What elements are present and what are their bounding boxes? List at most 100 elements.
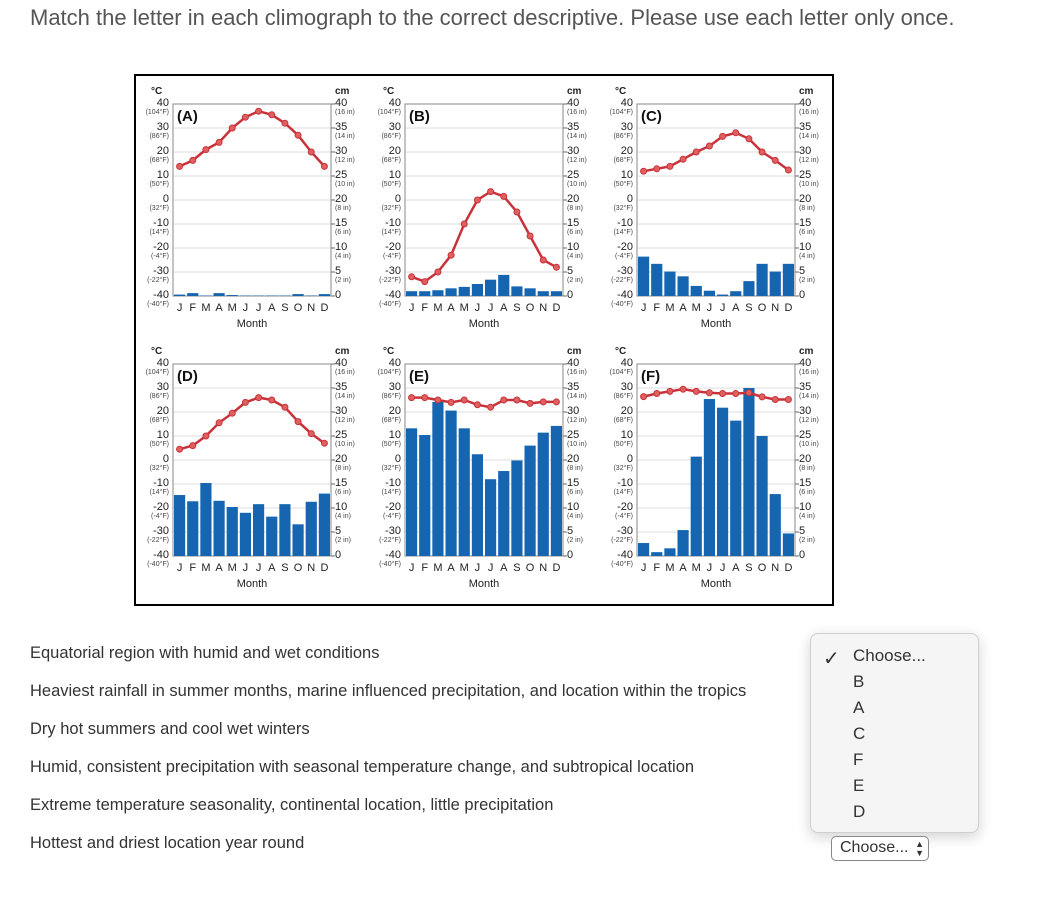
precip-bar	[226, 507, 238, 556]
right-axis-unit: cm	[335, 346, 350, 357]
month-tick-label: A	[500, 562, 508, 574]
left-tick-sublabel: (-4°F)	[615, 252, 633, 260]
temperature-point	[679, 385, 687, 393]
precip-bar	[537, 291, 549, 296]
precip-bar	[511, 460, 523, 556]
left-tick-sublabel: (86°F)	[149, 132, 169, 140]
temperature-point	[784, 166, 792, 174]
option-f[interactable]: F	[853, 750, 864, 769]
option-b[interactable]: B	[853, 672, 865, 691]
right-tick-sublabel: (14 in)	[567, 133, 587, 140]
month-tick-label: S	[513, 302, 520, 314]
right-tick-label: 5	[799, 265, 805, 277]
right-tick-sublabel: (14 in)	[335, 133, 355, 140]
right-tick-label: 10	[335, 241, 347, 253]
climograph-panel: °C cm40(104°F)30(86°F)20(68°F)10(50°F)0(3…	[146, 346, 355, 590]
plot-frame	[404, 363, 564, 557]
precip-bar	[717, 294, 729, 296]
left-tick-sublabel: (-22°F)	[379, 536, 401, 544]
month-tick-label: A	[215, 562, 223, 574]
temperature-point	[539, 398, 547, 406]
right-tick-label: 25	[335, 429, 347, 441]
x-axis-label: Month	[701, 578, 732, 590]
month-tick-label: N	[307, 302, 315, 314]
right-tick-sublabel: (16 in)	[799, 369, 819, 376]
option-choose[interactable]: Choose...	[853, 646, 926, 665]
right-tick-sublabel: (14 in)	[799, 393, 819, 400]
temperature-point	[666, 387, 674, 395]
left-tick-label: 40	[621, 97, 633, 109]
right-tick-sublabel: (4 in)	[567, 513, 583, 520]
month-tick-label: M	[433, 302, 442, 314]
month-tick-label: N	[539, 562, 547, 574]
right-tick-sublabel: (6 in)	[799, 229, 815, 236]
precip-bar	[664, 548, 676, 556]
right-tick-sublabel: (8 in)	[799, 465, 815, 472]
left-tick-sublabel: (68°F)	[149, 416, 169, 424]
dropdown-menu: ✓ Choose... B A C F E D	[810, 633, 979, 833]
question-5: Extreme temperature seasonality, contine…	[30, 796, 554, 814]
precip-bar	[485, 479, 497, 556]
temperature-point	[732, 390, 740, 398]
right-tick-label: 20	[799, 453, 811, 465]
left-tick-sublabel: (32°F)	[381, 464, 401, 472]
precip-bar	[305, 501, 317, 556]
right-tick-label: 40	[799, 97, 811, 109]
left-tick-sublabel: (-22°F)	[379, 276, 401, 284]
right-tick-label: 5	[335, 525, 341, 537]
right-tick-sublabel: (8 in)	[567, 205, 583, 212]
temperature-point	[268, 111, 276, 119]
left-tick-sublabel: (-4°F)	[383, 512, 401, 520]
month-tick-label: J	[243, 562, 249, 574]
month-tick-label: O	[526, 562, 535, 574]
right-tick-label: 25	[567, 169, 579, 181]
right-tick-sublabel: (14 in)	[567, 393, 587, 400]
left-tick-sublabel: (50°F)	[381, 440, 401, 448]
option-e[interactable]: E	[853, 776, 865, 795]
month-tick-label: O	[758, 562, 767, 574]
temperature-point	[447, 251, 455, 259]
right-axis-unit: cm	[567, 346, 582, 357]
precip-bar	[743, 281, 755, 296]
right-tick-label: 35	[799, 381, 811, 393]
left-axis-unit: °C	[383, 346, 394, 357]
right-tick-sublabel: (12 in)	[335, 157, 355, 164]
right-tick-label: 20	[567, 193, 579, 205]
left-tick-sublabel: (-22°F)	[147, 276, 169, 284]
right-tick-label: 35	[567, 121, 579, 133]
temperature-point	[487, 188, 495, 196]
left-tick-sublabel: (104°F)	[146, 368, 169, 376]
month-tick-label: J	[256, 302, 262, 314]
question-3: Dry hot summers and cool wet winters	[30, 720, 310, 738]
precip-bar	[318, 493, 330, 556]
left-tick-sublabel: (-4°F)	[151, 512, 169, 520]
temperature-point	[189, 156, 197, 164]
right-tick-label: 10	[567, 501, 579, 513]
month-tick-label: A	[268, 562, 276, 574]
month-tick-label: D	[784, 562, 792, 574]
left-tick-sublabel: (50°F)	[149, 180, 169, 188]
right-tick-sublabel: (6 in)	[567, 229, 583, 236]
temperature-point	[320, 162, 328, 170]
climograph-panel: °C cm40(104°F)30(86°F)20(68°F)10(50°F)0(3…	[378, 86, 587, 330]
answer-select[interactable]: Choose... ▲ ▼	[831, 836, 929, 861]
right-tick-label: 5	[335, 265, 341, 277]
temperature-point	[460, 396, 468, 404]
left-tick-sublabel: (68°F)	[149, 156, 169, 164]
left-tick-label: 0	[395, 193, 401, 205]
month-tick-label: A	[679, 302, 687, 314]
right-tick-label: 15	[335, 217, 347, 229]
precip-bar	[318, 294, 330, 296]
option-d[interactable]: D	[853, 802, 866, 821]
left-tick-sublabel: (32°F)	[613, 464, 633, 472]
temperature-point	[255, 107, 263, 115]
left-tick-label: 20	[621, 405, 633, 417]
temperature-point	[758, 393, 766, 401]
precip-bar	[638, 256, 650, 296]
question-2: Heaviest rainfall in summer months, mari…	[30, 682, 747, 700]
option-c[interactable]: C	[853, 724, 866, 743]
option-a[interactable]: A	[853, 698, 865, 717]
temperature-point	[202, 146, 210, 154]
temperature-point	[732, 129, 740, 137]
right-tick-label: 30	[799, 405, 811, 417]
